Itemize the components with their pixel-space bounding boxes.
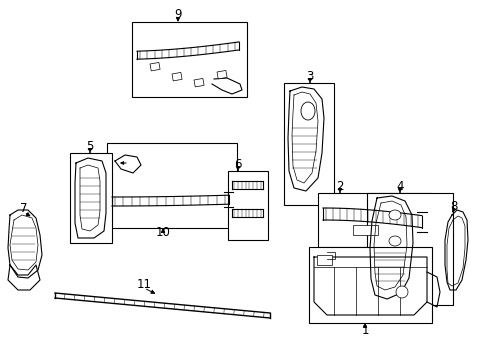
- Text: 5: 5: [86, 140, 94, 153]
- Text: 10: 10: [155, 226, 170, 239]
- Ellipse shape: [388, 236, 400, 246]
- Text: 1: 1: [361, 324, 368, 337]
- Text: 11: 11: [136, 279, 151, 292]
- Bar: [132, 22, 246, 97]
- Bar: [150, 62, 160, 71]
- Circle shape: [395, 286, 407, 298]
- Bar: [194, 78, 203, 87]
- Text: 6: 6: [234, 158, 241, 171]
- Text: 8: 8: [449, 199, 457, 212]
- Bar: [366, 193, 452, 305]
- Bar: [70, 153, 112, 243]
- Bar: [352, 225, 377, 235]
- Bar: [217, 71, 226, 79]
- Bar: [172, 72, 182, 81]
- Text: 7: 7: [20, 202, 28, 215]
- Bar: [317, 193, 431, 247]
- Ellipse shape: [388, 210, 400, 220]
- Ellipse shape: [301, 102, 314, 120]
- Text: 2: 2: [336, 180, 343, 194]
- Bar: [308, 247, 431, 323]
- Text: 4: 4: [395, 180, 403, 194]
- Bar: [316, 255, 331, 265]
- Bar: [227, 171, 267, 240]
- Bar: [107, 143, 237, 228]
- Bar: [284, 83, 333, 205]
- Text: 3: 3: [305, 71, 313, 84]
- Text: 9: 9: [174, 8, 182, 21]
